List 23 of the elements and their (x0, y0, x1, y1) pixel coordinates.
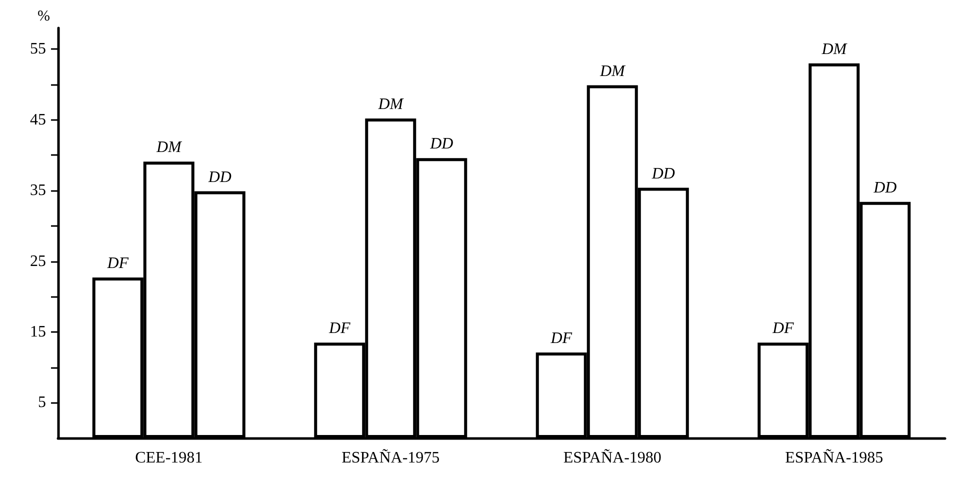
x-tick-label: ESPAÑA-1985 (785, 448, 884, 466)
y-tick-label: 5 (38, 394, 46, 412)
y-tick-label: 55 (30, 40, 46, 58)
text: DD (430, 136, 454, 153)
y-tick-label: 25 (30, 252, 46, 270)
text: DM (378, 96, 404, 113)
y-tick-label: 35 (30, 182, 46, 200)
x-tick-label: ESPAÑA-1980 (563, 448, 662, 466)
y-tick-label: 15 (30, 323, 46, 340)
series-label: DF (106, 255, 129, 272)
x-tick-label: CEE-1981 (135, 450, 203, 466)
text: DD (874, 179, 897, 196)
text: DF (772, 320, 794, 338)
text: DM (822, 40, 847, 58)
text: DM (600, 62, 625, 80)
series-label: DM (155, 139, 183, 156)
text: DF (328, 320, 350, 338)
y-axis-title: % (38, 8, 50, 24)
text: DF (550, 330, 572, 347)
text: DD (652, 165, 675, 182)
series-label: DD (207, 168, 232, 186)
y-tick-label: 45 (30, 111, 46, 128)
x-tick-label: ESPAÑA-1975 (342, 448, 440, 466)
